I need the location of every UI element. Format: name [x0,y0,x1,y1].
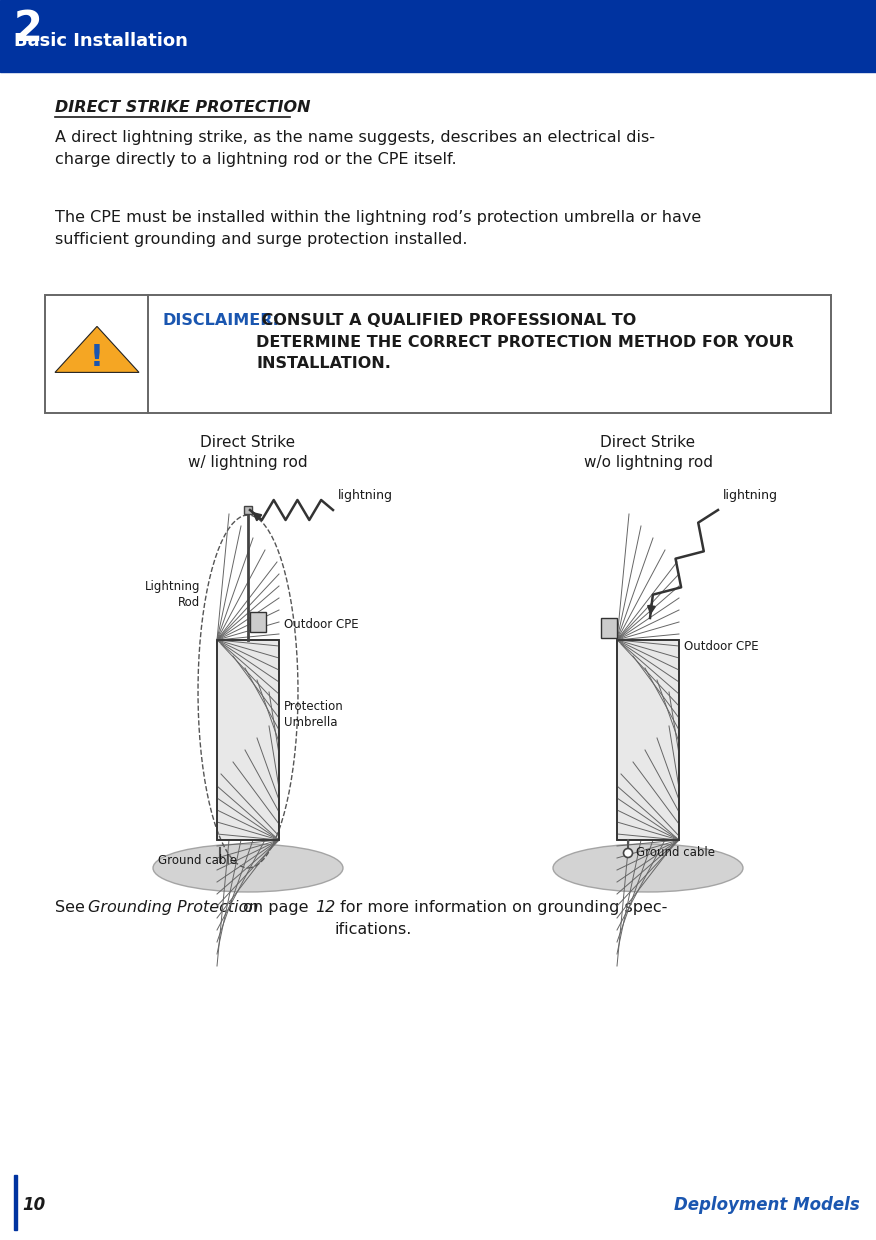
Bar [244,506,252,515]
Ellipse shape [553,844,743,892]
Text: A direct lightning strike, as the name suggests, describes an electrical dis-
ch: A direct lightning strike, as the name s… [55,130,655,166]
Text: 12: 12 [315,900,336,915]
Bar [0,0,876,72]
Text: Outdoor CPE: Outdoor CPE [684,640,759,653]
Text: on page: on page [238,900,314,915]
Text: Direct Strike
w/o lightning rod: Direct Strike w/o lightning rod [583,435,712,470]
Text: DISCLAIMER:: DISCLAIMER: [163,312,279,329]
Bar [217,640,279,839]
FancyBboxPatch shape [45,295,831,413]
Polygon shape [55,326,139,372]
Text: lightning: lightning [338,489,393,502]
Text: See: See [55,900,90,915]
Text: Protection
Umbrella: Protection Umbrella [284,701,343,729]
Text: for more information on grounding spec-
ifications.: for more information on grounding spec- … [335,900,668,936]
Text: CONSULT A QUALIFIED PROFESSIONAL TO
DETERMINE THE CORRECT PROTECTION METHOD FOR : CONSULT A QUALIFIED PROFESSIONAL TO DETE… [256,312,794,371]
Bar [617,640,679,839]
Circle shape [624,848,632,858]
Bar [601,618,617,639]
Bar [250,613,266,632]
Text: Ground cable: Ground cable [158,853,237,867]
Text: 10: 10 [22,1197,46,1214]
Text: Outdoor CPE: Outdoor CPE [284,618,358,631]
Bar [217,640,279,839]
Text: DIRECT STRIKE PROTECTION: DIRECT STRIKE PROTECTION [55,100,310,115]
Text: The CPE must be installed within the lightning rod’s protection umbrella or have: The CPE must be installed within the lig… [55,210,702,247]
Text: 2: 2 [14,7,43,50]
Ellipse shape [153,844,343,892]
Text: Ground cable: Ground cable [636,847,715,859]
Text: Grounding Protection: Grounding Protection [88,900,258,915]
Bar [14,1176,17,1230]
Text: Direct Strike
w/ lightning rod: Direct Strike w/ lightning rod [188,435,307,470]
Text: Lightning
Rod: Lightning Rod [145,580,200,609]
Bar [617,640,679,839]
Text: Basic Installation: Basic Installation [14,32,187,50]
Text: !: ! [90,343,104,372]
Text: Deployment Models: Deployment Models [675,1197,860,1214]
Text: lightning: lightning [723,489,778,502]
